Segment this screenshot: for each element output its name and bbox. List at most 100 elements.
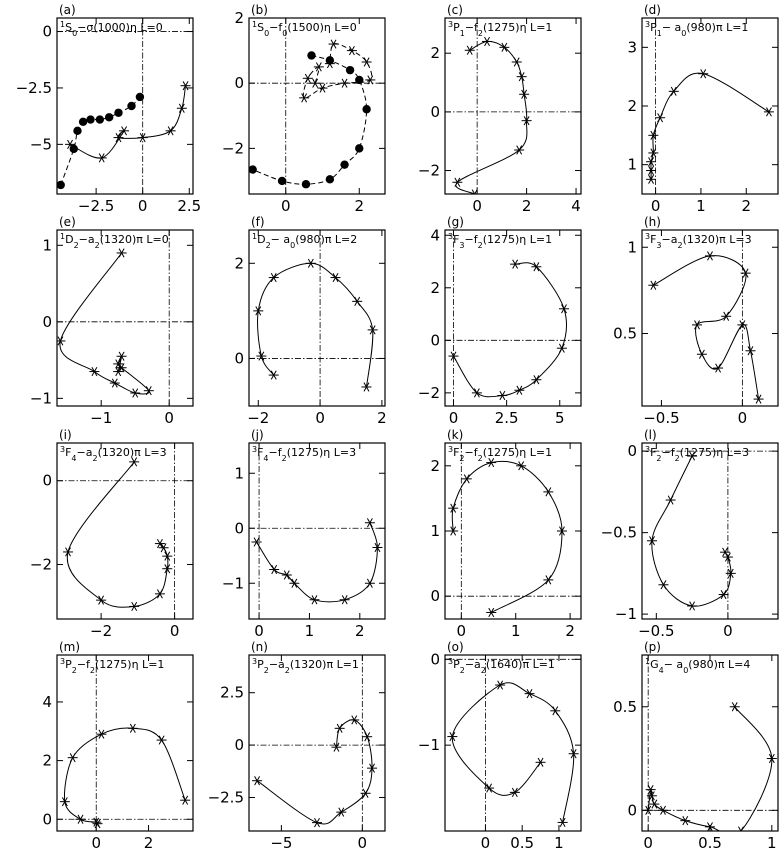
y-tick-label: 0 bbox=[430, 587, 440, 605]
zero-lines bbox=[57, 655, 193, 831]
x-tick-label: 0 bbox=[91, 834, 101, 852]
data-point bbox=[328, 39, 339, 49]
y-tick-label: 0 bbox=[42, 23, 52, 41]
y-tick-label: 0 bbox=[234, 519, 244, 537]
series-curve bbox=[451, 460, 563, 613]
data-point bbox=[486, 457, 497, 468]
series-curve bbox=[60, 96, 141, 186]
panel-letter: (a) bbox=[59, 3, 76, 17]
data-point bbox=[753, 394, 764, 404]
data-point bbox=[648, 280, 659, 290]
data-point bbox=[559, 304, 569, 314]
panel-2: 0 2 4 2 0 −2 (c) 3P1−f2(1275)η L=1 bbox=[418, 3, 582, 215]
data-point bbox=[665, 495, 676, 505]
y-tick-label: −2 bbox=[30, 556, 52, 574]
x-tick-label: 0.5 bbox=[698, 834, 722, 852]
series-curve bbox=[451, 682, 575, 823]
panel-frame bbox=[56, 654, 194, 832]
data-point bbox=[735, 826, 746, 831]
data-point bbox=[372, 542, 383, 553]
data-point bbox=[448, 503, 459, 513]
y-tick-label: 0 bbox=[627, 801, 637, 819]
x-tick-label: 1 bbox=[305, 622, 315, 640]
data-point bbox=[336, 807, 347, 817]
data-point bbox=[89, 366, 100, 377]
data-point bbox=[96, 729, 107, 739]
data-point bbox=[96, 153, 107, 163]
data-point bbox=[104, 113, 114, 122]
panel-frame bbox=[56, 229, 194, 407]
data-point bbox=[73, 126, 82, 136]
y-tick-label: 4 bbox=[42, 693, 52, 711]
data-point bbox=[325, 56, 335, 65]
data-point bbox=[69, 144, 78, 154]
y-tick-label: 2 bbox=[42, 752, 52, 770]
y-tick-label: 1 bbox=[627, 156, 637, 174]
data-point bbox=[645, 784, 656, 795]
panel-letter: (n) bbox=[251, 640, 268, 654]
data-point bbox=[745, 346, 756, 356]
data-point bbox=[331, 742, 342, 752]
series-curve bbox=[257, 262, 374, 388]
data-point bbox=[556, 526, 567, 536]
x-tick-label: −0.5 bbox=[643, 409, 679, 427]
data-point bbox=[143, 386, 154, 396]
data-point bbox=[67, 753, 78, 763]
y-tick-label: 2 bbox=[430, 44, 440, 62]
data-point bbox=[729, 702, 740, 712]
panel-letter: (f) bbox=[251, 215, 265, 229]
data-point bbox=[289, 578, 300, 588]
data-point bbox=[154, 538, 165, 549]
data-point bbox=[57, 336, 66, 346]
x-tick-label: 0 bbox=[457, 622, 467, 640]
data-point bbox=[129, 457, 140, 467]
data-point bbox=[367, 763, 378, 773]
panel-letter: (h) bbox=[644, 215, 661, 229]
panel-title: 3F2−f2(1275)η L=3 bbox=[645, 445, 749, 463]
y-tick-label: −5 bbox=[30, 135, 52, 153]
data-point bbox=[268, 370, 279, 380]
data-point bbox=[361, 57, 372, 67]
panel-letter: (p) bbox=[644, 640, 661, 654]
data-point bbox=[269, 564, 280, 575]
y-tick-label: −2 bbox=[418, 162, 440, 180]
data-point bbox=[511, 57, 522, 67]
data-point bbox=[135, 92, 145, 102]
panel-0: −2.5 0 2.5 0 −2.5 −5 (a) 1S0−σ(1000)η L=0 bbox=[16, 3, 202, 215]
y-tick-label: −1 bbox=[30, 389, 52, 407]
zero-lines bbox=[249, 230, 385, 406]
series-curve bbox=[64, 727, 186, 824]
data-point bbox=[162, 551, 173, 561]
data-point bbox=[251, 537, 262, 547]
x-tick-label: 2 bbox=[354, 197, 364, 215]
zero-lines bbox=[642, 443, 778, 619]
data-point bbox=[655, 113, 666, 123]
data-point bbox=[510, 259, 521, 269]
x-tick-label: 2 bbox=[144, 834, 154, 852]
panel-title: 3P2−f2(1275)η L=1 bbox=[60, 657, 164, 675]
data-point bbox=[127, 101, 136, 111]
x-tick-label: 2.5 bbox=[495, 409, 519, 427]
panel-9: 0 1 2 1 0 −1 (j) 3F4−f2(1275)η L=3 bbox=[222, 428, 386, 640]
zero-lines bbox=[57, 230, 193, 406]
data-point bbox=[180, 81, 191, 91]
data-point bbox=[698, 69, 709, 79]
panel-title: 3F4−f2(1275)η L=3 bbox=[252, 445, 356, 463]
panel-title: 3F2−f2(1275)η L=1 bbox=[448, 445, 552, 463]
panel-10: 0 1 2 2 1 0 (k) 3F2−f2(1275)η L=1 bbox=[430, 428, 582, 640]
panel-8: −2 0 0 −2 (i) 3F4−a2(1320)π L=3 bbox=[30, 428, 194, 640]
data-point bbox=[253, 306, 264, 316]
data-point bbox=[299, 93, 310, 103]
data-point bbox=[687, 601, 698, 611]
y-tick-label: 2.5 bbox=[220, 684, 244, 702]
panel-frame bbox=[444, 654, 582, 832]
data-point bbox=[535, 757, 546, 767]
data-point bbox=[63, 547, 74, 557]
data-point bbox=[464, 45, 475, 55]
data-point bbox=[339, 595, 350, 605]
y-tick-label: 0 bbox=[430, 650, 440, 668]
data-point bbox=[543, 487, 554, 497]
panel-letter: (l) bbox=[644, 428, 657, 442]
data-point bbox=[96, 595, 107, 605]
data-point bbox=[127, 723, 138, 733]
